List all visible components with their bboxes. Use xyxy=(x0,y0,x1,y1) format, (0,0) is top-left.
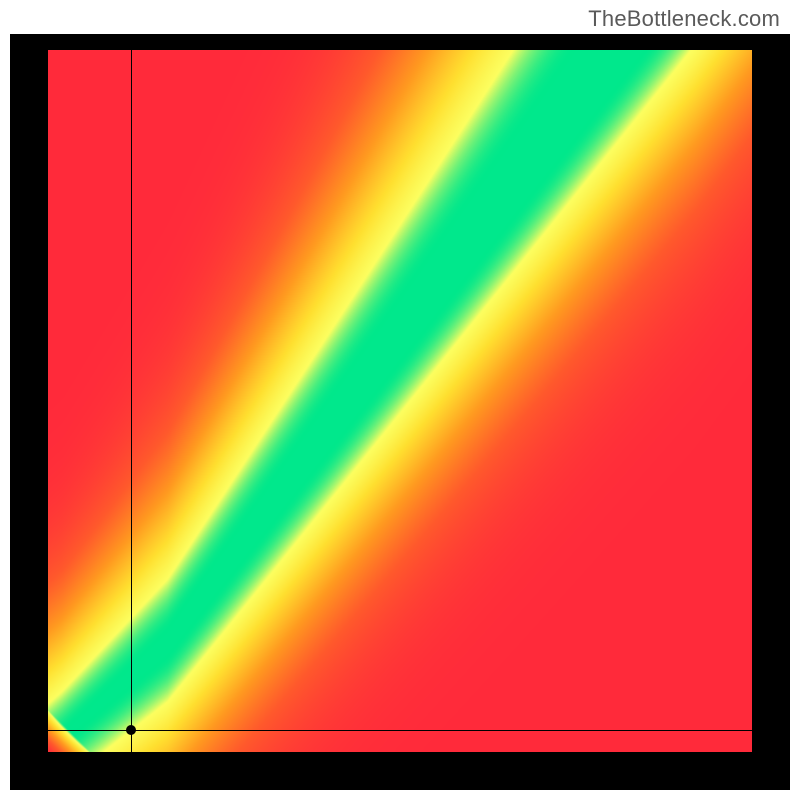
crosshair-horizontal-line xyxy=(48,730,752,731)
crosshair-vertical-line xyxy=(131,50,132,752)
heatmap-plot xyxy=(48,50,752,752)
plot-border xyxy=(10,34,790,790)
watermark-text: TheBottleneck.com xyxy=(588,6,780,32)
crosshair-marker-dot xyxy=(126,725,136,735)
heatmap-canvas xyxy=(48,50,752,752)
